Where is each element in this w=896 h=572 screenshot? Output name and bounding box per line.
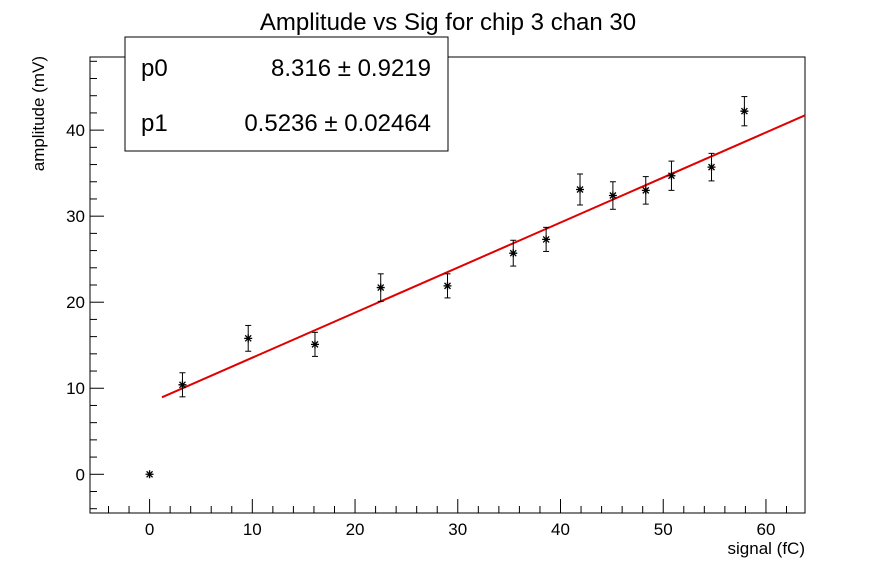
x-tick-label: 50: [654, 520, 673, 539]
y-tick-label: 40: [66, 121, 85, 140]
star-marker: [608, 191, 617, 200]
tick-labels: 0 10 20 30 40 50 60 0 10 20 30 40: [66, 121, 775, 539]
star-marker: [310, 340, 319, 349]
data-point: [376, 273, 385, 302]
chart-title: Amplitude vs Sig for chip 3 chan 30: [260, 9, 636, 36]
star-marker: [641, 186, 650, 195]
data-point: [310, 331, 319, 357]
data-point: [244, 324, 253, 352]
x-axis-label: signal (fC): [728, 539, 805, 558]
tick-marks: [90, 60, 788, 513]
data-point: [608, 181, 617, 210]
star-marker: [576, 185, 585, 194]
data-point: [542, 226, 551, 252]
x-tick-label: 10: [243, 520, 262, 539]
fit-stats-box: p0 8.316 ± 0.9219 p1 0.5236 ± 0.02464: [124, 36, 449, 152]
star-marker: [145, 470, 154, 479]
data-point: [443, 273, 452, 299]
y-axis-label: amplitude (mV): [29, 56, 48, 171]
x-tick-label: 0: [145, 520, 154, 539]
fit-line: [161, 114, 806, 399]
fit-line-layer: [161, 114, 806, 399]
y-tick-label: 30: [66, 207, 85, 226]
data-point: [740, 96, 749, 127]
star-marker: [740, 107, 749, 116]
star-marker: [376, 283, 385, 292]
data-point: [509, 239, 518, 267]
data-point: [178, 372, 187, 398]
star-marker: [443, 281, 452, 290]
star-marker: [244, 334, 253, 343]
stats-param-name: p1: [141, 110, 168, 137]
stats-param-name: p0: [141, 55, 168, 82]
x-tick-label: 30: [448, 520, 467, 539]
data-point: [641, 176, 650, 205]
data-point: [667, 160, 676, 191]
stats-param-value: 0.5236 ± 0.02464: [244, 110, 431, 137]
y-tick-label: 20: [66, 293, 85, 312]
star-marker: [509, 249, 518, 258]
x-tick-label: 40: [551, 520, 570, 539]
data-point: [145, 470, 154, 479]
y-tick-label: 10: [66, 379, 85, 398]
data-point: [707, 152, 716, 182]
y-tick-label: 0: [76, 465, 85, 484]
data-point: [576, 173, 585, 206]
data-points-layer: [145, 96, 749, 479]
star-marker: [707, 163, 716, 172]
star-marker: [178, 380, 187, 389]
star-marker: [542, 235, 551, 244]
stats-param-value: 8.316 ± 0.9219: [271, 55, 431, 82]
stats-box-frame: [124, 36, 449, 152]
x-tick-label: 60: [757, 520, 776, 539]
star-marker: [667, 171, 676, 180]
x-tick-label: 20: [346, 520, 365, 539]
